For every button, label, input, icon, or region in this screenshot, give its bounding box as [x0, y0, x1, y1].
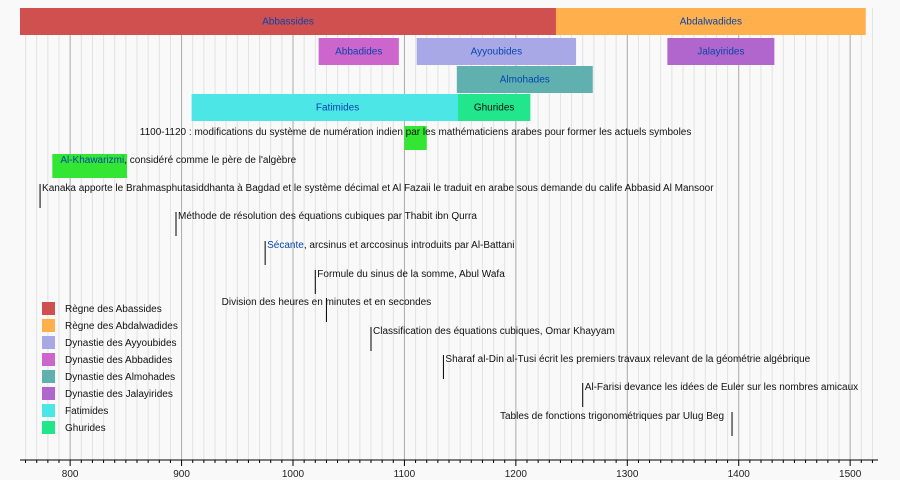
event-text-6: Division des heures en minutes et en sec… [222, 297, 432, 308]
period-bar-ghurides [457, 94, 531, 121]
x-axis: 800 900 1000 1100 1200 1300 1400 1500 [20, 459, 878, 480]
legend-swatch-7 [42, 421, 55, 434]
event-list: 1100-1120 : modifications du système de … [39, 127, 858, 436]
legend-swatch-5 [42, 387, 55, 400]
period-bar-abbadides [318, 38, 399, 65]
period-label-abbadides[interactable]: Abbadides [335, 47, 382, 58]
event-text-10: Tables de fonctions trigonométriques par… [500, 411, 724, 422]
legend-label-4: Dynastie des Almohades [65, 372, 175, 383]
legend: Règne des Abassides Règne des Abdalwadide… [42, 302, 178, 434]
legend-label-6: Fatimides [65, 406, 108, 417]
event-label-6: Division des heures en minutes et en sec… [222, 297, 432, 308]
legend-swatch-0 [42, 302, 55, 315]
period-bar-almohades [456, 66, 593, 93]
event-text-5: Formule du sinus de la somme, Abul Wafa [317, 269, 505, 280]
x-tick-label: 900 [173, 469, 190, 480]
event-label-7: Classification des équations cubiques, O… [373, 326, 615, 337]
event-text-7: Classification des équations cubiques, O… [373, 326, 615, 337]
legend-label-7: Ghurides [65, 423, 106, 434]
event-label-1: Al-Khawarizmi, considéré comme le père d… [60, 155, 296, 166]
legend-label-0: Règne des Abassides [65, 304, 162, 315]
period-label-jalayirides[interactable]: Jalayirides [697, 47, 744, 58]
period-bar-abdalwadides [555, 8, 866, 35]
timeline-grid [25, 8, 873, 460]
period-label-ghurides: Ghurides [474, 103, 515, 114]
x-tick-label: 1500 [839, 469, 862, 480]
event-label-3: Méthode de résolution des équations cubi… [178, 211, 477, 222]
legend-swatch-3 [42, 353, 55, 366]
event-text-3: Méthode de résolution des équations cubi… [178, 211, 477, 222]
period-label-abbassides[interactable]: Abbassides [262, 17, 314, 28]
period-bar-jalayirides [667, 38, 775, 65]
x-tick-label: 1200 [505, 469, 528, 480]
x-tick-label: 1300 [616, 469, 639, 480]
legend-label-1: Règne des Abdalwadides [65, 321, 178, 332]
x-tick-label: 800 [62, 469, 79, 480]
x-tick-label: 1400 [728, 469, 751, 480]
period-label-almohades[interactable]: Almohades [500, 75, 550, 86]
event-label-8: Sharaf al-Din al-Tusi écrit les premiers… [445, 354, 810, 365]
event-highlight-1 [52, 154, 127, 178]
period-bar-ayyoubides [416, 38, 577, 65]
event-text-9: Al-Farisi devance les idées de Euler sur… [585, 382, 858, 393]
period-label-abdalwadides[interactable]: Abdalwadides [680, 17, 742, 28]
legend-swatch-2 [42, 336, 55, 349]
event-label-0: 1100-1120 : modifications du système de … [140, 127, 692, 138]
event-highlights [52, 126, 427, 178]
period-label-fatimides[interactable]: Fatimides [316, 103, 359, 114]
legend-label-5: Dynastie des Jalayirides [65, 389, 173, 400]
event-label-4: Sécante, arcsinus et arccosinus introdui… [267, 240, 514, 251]
legend-swatch-6 [42, 404, 55, 417]
legend-swatch-1 [42, 319, 55, 332]
x-tick-label: 1100 [394, 469, 416, 480]
event-label-5: Formule du sinus de la somme, Abul Wafa [317, 269, 505, 280]
period-bar-abbassides [20, 8, 556, 35]
period-bars: Abbassides Abdalwadides Abbadides Ayyoubide… [20, 8, 866, 121]
event-label-9: Al-Farisi devance les idées de Euler sur… [585, 382, 858, 393]
event-label-2: Kanaka apporte le Brahmasphutasiddhanta … [42, 183, 714, 194]
x-tick-label: 1000 [282, 469, 305, 480]
legend-label-2: Dynastie des Ayyoubides [65, 338, 177, 349]
period-label-ayyoubides[interactable]: Ayyoubides [471, 47, 523, 58]
event-label-10: Tables de fonctions trigonométriques par… [500, 411, 724, 422]
legend-swatch-4 [42, 370, 55, 383]
event-highlight-0 [404, 126, 427, 150]
event-link-4[interactable]: Sécante [267, 240, 304, 251]
event-text-1: , considéré comme le père de l'algèbre [124, 155, 296, 166]
event-text-4: , arcsinus et arccosinus introduits par … [304, 240, 515, 251]
event-link-1[interactable]: Al-Khawarizmi [60, 155, 124, 166]
event-text-2: Kanaka apporte le Brahmasphutasiddhanta … [42, 183, 714, 194]
event-text-0: 1100-1120 : modifications du système de … [140, 127, 692, 138]
legend-label-3: Dynastie des Abbadides [65, 355, 172, 366]
period-bar-fatimides [191, 94, 484, 121]
event-text-8: Sharaf al-Din al-Tusi écrit les premiers… [445, 354, 810, 365]
